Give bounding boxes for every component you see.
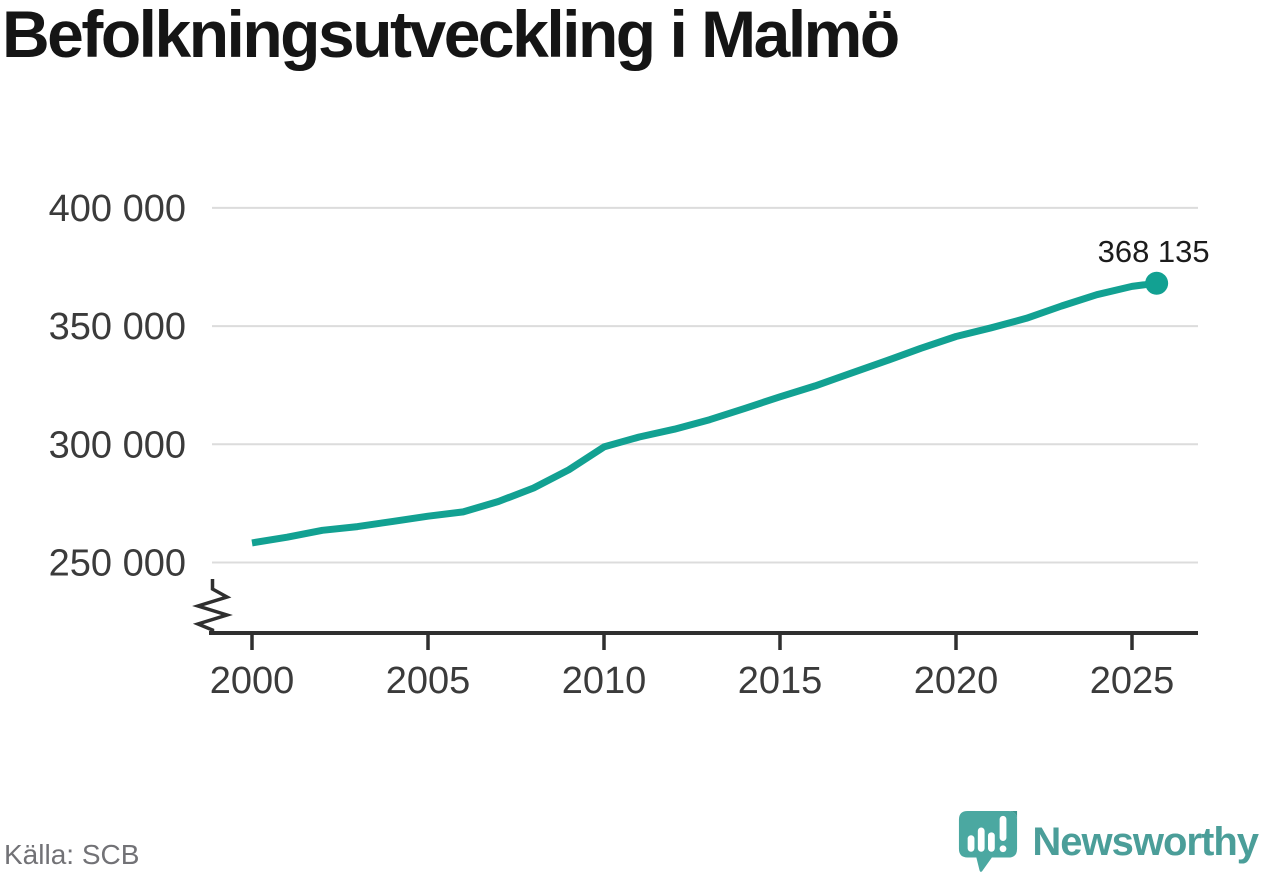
population-line (251, 279, 1158, 547)
x-tick-label: 2020 (914, 660, 999, 702)
newsworthy-bar-chart-bubble-icon (959, 811, 1018, 872)
axis-break-icon (192, 579, 233, 634)
source-note: Källa: SCB (4, 839, 140, 870)
logo-exclamation-bar (1000, 815, 1007, 842)
x-tick-label: 2010 (562, 660, 647, 702)
end-point-label: 368 135 (1098, 234, 1210, 269)
logo-corner-fold (1000, 811, 1018, 829)
logo-bar-medium (988, 832, 996, 852)
end-point-marker (1145, 271, 1169, 295)
y-tick-label: 250 000 (49, 543, 186, 585)
y-tick-label: 300 000 (49, 424, 186, 466)
chart-title: Befolkningsutveckling i Malmö (2, 0, 900, 71)
newsworthy-logo: Newsworthy (957, 809, 1259, 875)
x-tick-label: 2015 (738, 660, 823, 702)
logo-bar-short (968, 835, 975, 852)
logo-bar-tall (978, 827, 985, 852)
y-tick-label: 350 000 (49, 306, 186, 348)
y-tick-label: 400 000 (49, 188, 186, 230)
newsworthy-wordmark: Newsworthy (1032, 819, 1259, 864)
logo-exclamation-dot (1000, 845, 1007, 853)
x-tick-label: 2005 (386, 660, 471, 702)
x-tick-label: 2025 (1090, 660, 1175, 702)
x-tick-label: 2000 (210, 660, 295, 702)
